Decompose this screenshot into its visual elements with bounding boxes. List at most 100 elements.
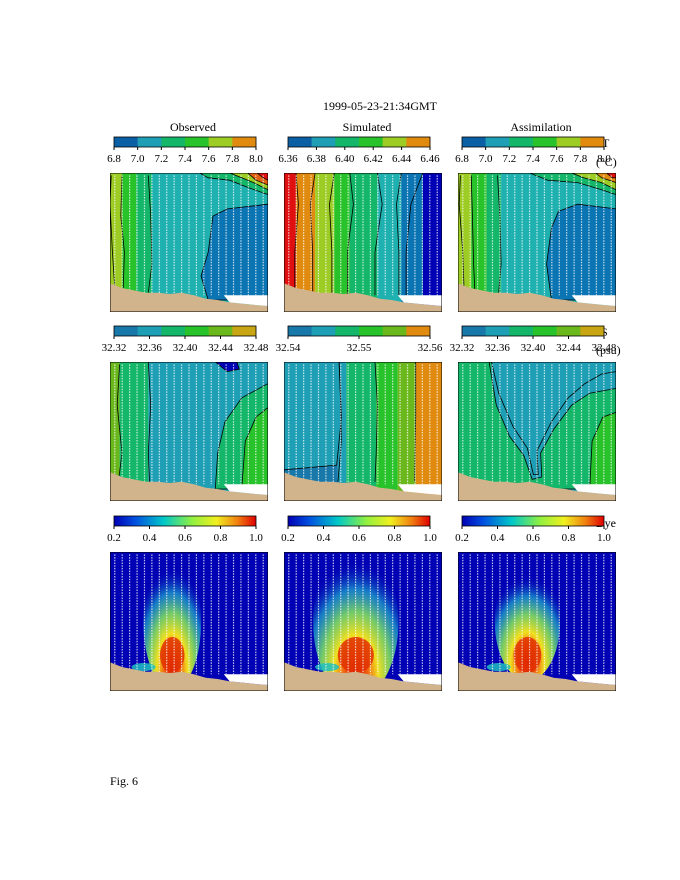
x-tick-label: 4 xyxy=(503,698,509,712)
y-tick-label: 10 xyxy=(92,552,104,566)
colorbar-tick-label: 32.54 xyxy=(276,342,301,354)
field-band xyxy=(471,173,487,312)
y-tick-label: 30 xyxy=(92,221,104,235)
field-band xyxy=(284,173,296,312)
colorbar-swatch xyxy=(114,326,138,336)
panel-salinity-observed: 10 20 30 40 50 60 Depth (m) xyxy=(92,362,268,501)
colorbar-tick-label: 32.36 xyxy=(485,342,510,354)
colorbar-swatch xyxy=(185,137,209,147)
seabed xyxy=(458,472,616,501)
colorbar-tick-label: 32.55 xyxy=(347,342,372,354)
colorbar-swatch xyxy=(208,137,233,147)
field-band xyxy=(415,362,442,501)
y-tick-label: 60 xyxy=(92,482,104,496)
colorbar: 6.8 7.0 7.2 7.4 7.6 7.8 8.0 xyxy=(455,136,611,165)
colorbar-swatch xyxy=(485,326,510,336)
colorbar-gradient xyxy=(461,515,605,527)
colorbar-tick-label: 6.36 xyxy=(278,153,298,165)
colorbar-tick-label: 32.48 xyxy=(244,342,269,354)
field-band xyxy=(422,173,442,312)
contour-line xyxy=(347,173,354,296)
x-tick-label: 8 xyxy=(203,698,209,712)
x-tick-label: 12 xyxy=(422,698,434,712)
field-band xyxy=(110,173,122,312)
colorbar-gradient xyxy=(287,515,431,527)
colorbar-tick-label: 7.0 xyxy=(479,153,493,165)
colorbar-tick-label: 1.0 xyxy=(597,532,611,544)
field-band xyxy=(349,173,378,312)
colorbar: 0.2 0.4 0.6 0.8 1.0 xyxy=(455,515,611,544)
colorbar-tick-label: 0.8 xyxy=(214,532,228,544)
colorbar-swatch xyxy=(114,137,138,147)
colorbar-swatch xyxy=(137,326,162,336)
contour-line xyxy=(374,173,383,296)
panel-temperature-assimilation xyxy=(458,173,616,312)
column-title-simulated: Simulated xyxy=(343,120,392,134)
x-tick-label: 0 xyxy=(107,698,113,712)
colorbar-tick-label: 32.32 xyxy=(450,342,475,354)
colorbar: 0.2 0.4 0.6 0.8 1.0 xyxy=(281,515,437,544)
colorbar: 6.8 7.0 7.2 7.4 7.6 7.8 8.0 xyxy=(107,136,263,165)
x-tick-label: 6 xyxy=(179,698,185,712)
colorbar-tick-label: 6.40 xyxy=(335,153,355,165)
seabed xyxy=(110,472,268,501)
colorbar-tick-label: 7.2 xyxy=(154,153,168,165)
colorbar: 6.36 6.38 6.40 6.42 6.44 6.46 xyxy=(278,136,440,165)
colorbar-tick-label: 6.44 xyxy=(392,153,412,165)
colorbar-tick-label: 32.44 xyxy=(556,342,581,354)
x-tick-label: 12 xyxy=(248,698,260,712)
colorbar-tick-label: 6.8 xyxy=(107,153,121,165)
colorbar-swatch xyxy=(580,137,605,147)
colorbar: 32.32 32.36 32.40 32.44 32.48 xyxy=(450,325,617,354)
column-title-assimilation: Assimilation xyxy=(510,120,571,134)
x-tick-label: 4 xyxy=(155,698,161,712)
dye-plume-core xyxy=(513,637,542,674)
colorbar-tick-label: 8.0 xyxy=(597,153,611,165)
y-tick-label: 30 xyxy=(92,410,104,424)
panel-temperature-observed: 10 20 30 40 50 60 Depth (m) xyxy=(92,173,268,312)
field-band xyxy=(376,362,398,501)
colorbar-tick-label: 6.42 xyxy=(364,153,383,165)
colorbar-tick-label: 32.44 xyxy=(208,342,233,354)
field-band xyxy=(397,362,416,501)
y-tick-label: 40 xyxy=(92,245,104,259)
y-tick-label: 10 xyxy=(92,173,104,187)
panel-salinity-simulated xyxy=(284,362,442,501)
colorbar-swatch xyxy=(311,326,336,336)
colorbar-swatch xyxy=(335,137,360,147)
colorbar-tick-label: 0.2 xyxy=(107,532,121,544)
x-tick-label: 10 xyxy=(572,698,584,712)
x-tick-label: 6 xyxy=(527,698,533,712)
field-band xyxy=(401,173,423,312)
y-tick-label: 20 xyxy=(92,576,104,590)
field-band xyxy=(136,173,152,312)
dye-plume xyxy=(494,562,561,681)
colorbar-swatch xyxy=(533,326,557,336)
row-label-t: T xyxy=(602,136,610,150)
panel-dye-observed: 10 20 30 40 50 600 2 4 6 8 10 12 Distance (km) Depth … xyxy=(92,552,268,712)
colorbar-tick-label: 32.40 xyxy=(173,342,198,354)
y-tick-label: 40 xyxy=(92,434,104,448)
colorbar-swatch xyxy=(556,137,581,147)
colorbar-swatch xyxy=(311,137,336,147)
field-band xyxy=(458,173,472,312)
x-tick-label: 10 xyxy=(224,698,236,712)
y-tick-label: 20 xyxy=(92,197,104,211)
colorbar-tick-label: 0.8 xyxy=(562,532,576,544)
column-title-observed: Observed xyxy=(170,120,216,134)
x-axis-label: Distance (km) xyxy=(503,714,571,728)
x-tick-label: 2 xyxy=(131,698,137,712)
contour-line xyxy=(147,175,153,293)
figure-timestamp: 1999-05-23-21:34GMT xyxy=(323,99,438,113)
field-band xyxy=(121,173,137,312)
colorbar-tick-label: 0.4 xyxy=(491,532,505,544)
contour-line xyxy=(405,173,424,296)
colorbar-tick-label: 0.2 xyxy=(281,532,295,544)
field-band xyxy=(334,173,350,312)
panel-dye-simulated: 0 2 4 6 8 10 12 Distance (km) xyxy=(284,552,442,712)
colorbar-tick-label: 6.46 xyxy=(420,153,440,165)
field-region xyxy=(284,362,342,471)
contour-line xyxy=(110,175,116,289)
colorbar-tick-label: 0.6 xyxy=(352,532,366,544)
